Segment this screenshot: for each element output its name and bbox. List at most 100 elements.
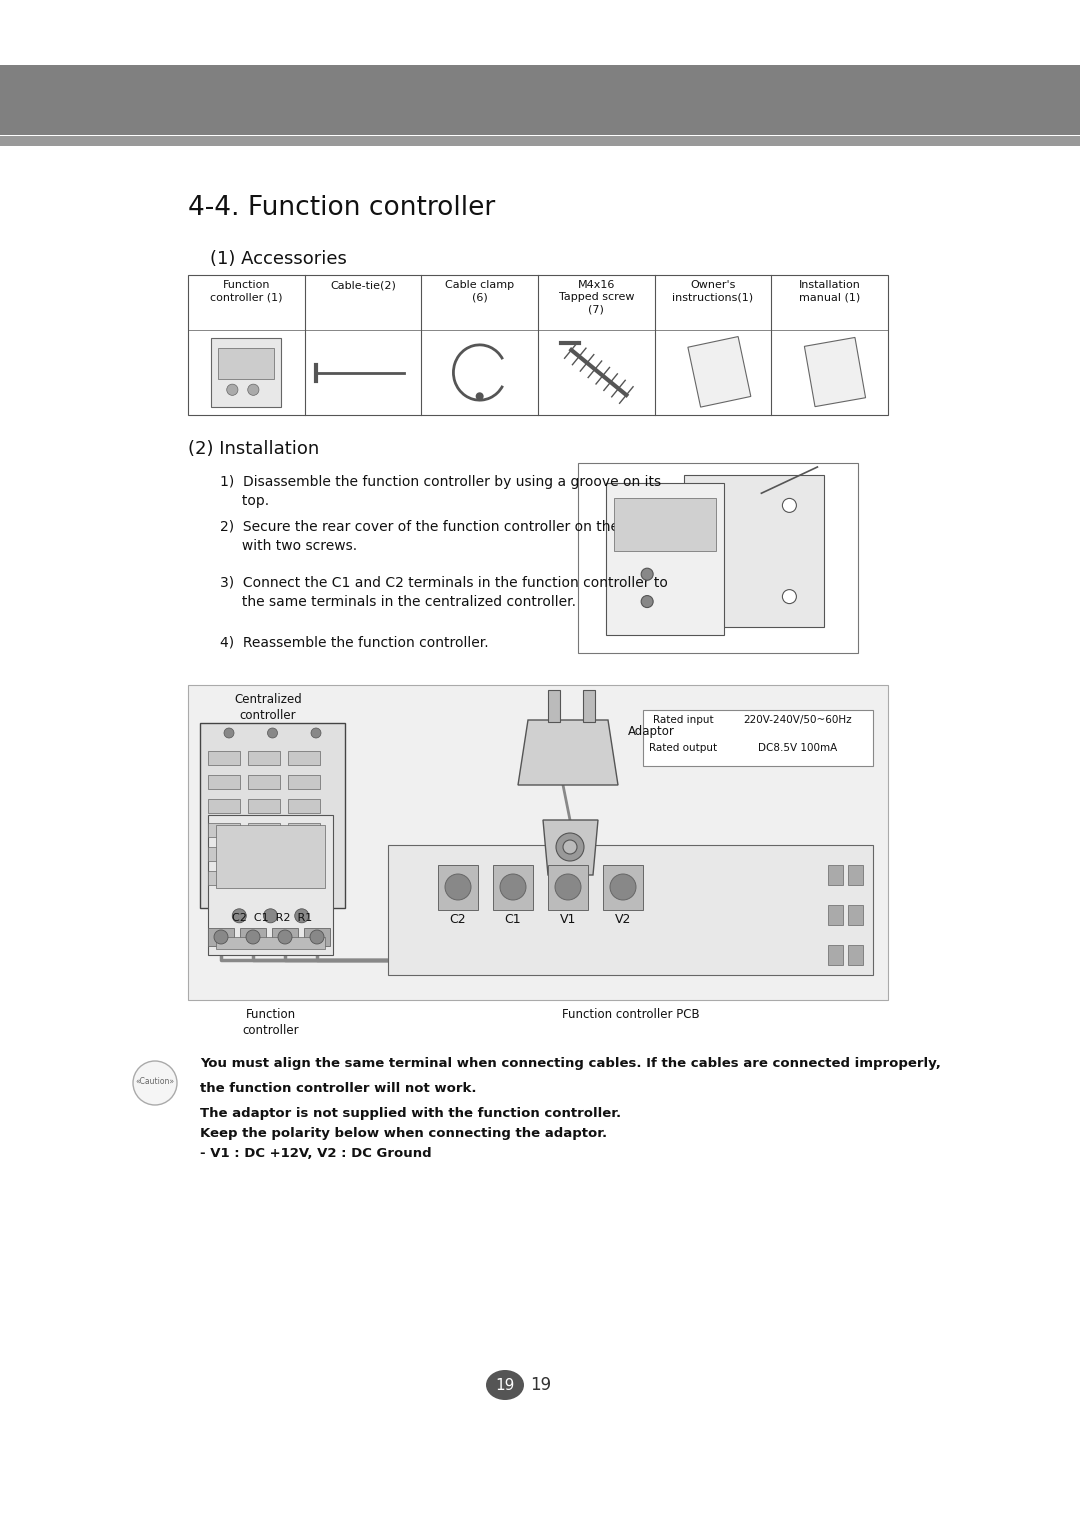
Bar — [548, 865, 588, 911]
Text: M4x16
Tapped screw
(7): M4x16 Tapped screw (7) — [558, 280, 634, 315]
Circle shape — [246, 931, 260, 944]
Circle shape — [224, 727, 234, 738]
Bar — [848, 865, 863, 885]
Bar — [208, 775, 240, 788]
Circle shape — [295, 909, 309, 923]
Bar — [603, 865, 643, 911]
Text: 1)  Disassemble the function controller by using a groove on its
     top.: 1) Disassemble the function controller b… — [220, 475, 661, 509]
Text: Rated output: Rated output — [649, 743, 717, 753]
Text: Function
controller (1): Function controller (1) — [211, 280, 283, 303]
Bar — [248, 824, 280, 837]
Polygon shape — [543, 821, 598, 876]
Circle shape — [214, 931, 228, 944]
Text: The adaptor is not supplied with the function controller.: The adaptor is not supplied with the fun… — [200, 1106, 621, 1120]
Bar — [288, 847, 320, 860]
Circle shape — [227, 384, 238, 396]
Circle shape — [310, 931, 324, 944]
Text: You must align the same terminal when connecting cables. If the cables are conne: You must align the same terminal when co… — [200, 1057, 941, 1070]
Bar — [438, 865, 478, 911]
Bar — [240, 927, 266, 946]
Text: C2  C1  R2  R1: C2 C1 R2 R1 — [232, 914, 312, 923]
Bar — [248, 799, 280, 813]
Bar — [208, 750, 240, 766]
Circle shape — [278, 931, 292, 944]
Circle shape — [475, 393, 484, 400]
Circle shape — [556, 833, 584, 860]
Bar — [248, 847, 280, 860]
Bar — [208, 847, 240, 860]
Bar — [208, 871, 240, 885]
Bar — [208, 927, 234, 946]
Bar — [492, 865, 534, 911]
Bar — [848, 944, 863, 966]
Bar — [188, 275, 888, 416]
Bar — [615, 498, 716, 552]
Circle shape — [782, 590, 796, 604]
Circle shape — [642, 568, 653, 581]
Bar — [0, 66, 1080, 134]
Text: «Caution»: «Caution» — [135, 1077, 175, 1086]
Bar — [212, 338, 281, 406]
Circle shape — [311, 727, 321, 738]
Text: 3)  Connect the C1 and C2 terminals in the function controller to
     the same : 3) Connect the C1 and C2 terminals in th… — [220, 575, 667, 608]
Circle shape — [264, 909, 278, 923]
Text: V2: V2 — [615, 914, 631, 926]
Circle shape — [133, 1060, 177, 1105]
Text: Rated input: Rated input — [652, 715, 713, 724]
Bar — [208, 824, 240, 837]
Bar — [200, 723, 345, 908]
Bar — [388, 845, 873, 975]
Text: 2)  Secure the rear cover of the function controller on the wall
     with two s: 2) Secure the rear cover of the function… — [220, 520, 651, 553]
Bar — [828, 865, 843, 885]
Bar — [828, 944, 843, 966]
Text: 4-4. Function controller: 4-4. Function controller — [188, 196, 496, 222]
Bar — [288, 824, 320, 837]
Text: (1) Accessories: (1) Accessories — [210, 251, 347, 267]
Text: Function controller PCB: Function controller PCB — [562, 1008, 700, 1021]
Bar — [218, 348, 274, 379]
Circle shape — [232, 909, 246, 923]
Text: Adaptor: Adaptor — [627, 724, 675, 738]
Text: the function controller will not work.: the function controller will not work. — [200, 1082, 476, 1096]
Text: (2) Installation: (2) Installation — [188, 440, 320, 458]
Text: DC8.5V 100mA: DC8.5V 100mA — [758, 743, 838, 753]
Bar — [288, 871, 320, 885]
Text: Centralized
controller: Centralized controller — [234, 694, 302, 723]
Text: Owner's
instructions(1): Owner's instructions(1) — [673, 280, 754, 303]
Bar — [828, 905, 843, 924]
Bar — [583, 691, 595, 723]
Text: Cable-tie(2): Cable-tie(2) — [330, 280, 396, 290]
Text: 220V-240V/50~60Hz: 220V-240V/50~60Hz — [744, 715, 852, 724]
Ellipse shape — [486, 1371, 524, 1400]
Circle shape — [268, 727, 278, 738]
Polygon shape — [805, 338, 865, 406]
Bar — [848, 905, 863, 924]
Text: 4)  Reassemble the function controller.: 4) Reassemble the function controller. — [220, 636, 488, 649]
Text: 19: 19 — [496, 1378, 515, 1392]
Text: Cable clamp
(6): Cable clamp (6) — [445, 280, 514, 303]
Bar — [248, 871, 280, 885]
Bar — [685, 475, 824, 626]
Bar — [643, 711, 873, 766]
Polygon shape — [518, 720, 618, 785]
Text: V1: V1 — [559, 914, 577, 926]
Bar — [188, 685, 888, 999]
Bar — [288, 775, 320, 788]
Text: Function
controller: Function controller — [242, 1008, 299, 1038]
Text: C2: C2 — [449, 914, 467, 926]
Circle shape — [642, 596, 653, 608]
Text: Installation
manual (1): Installation manual (1) — [799, 280, 861, 303]
Text: - V1 : DC +12V, V2 : DC Ground: - V1 : DC +12V, V2 : DC Ground — [200, 1148, 432, 1160]
Text: 19: 19 — [530, 1377, 551, 1394]
Circle shape — [445, 874, 471, 900]
Bar — [216, 937, 325, 949]
Bar — [303, 927, 330, 946]
Circle shape — [610, 874, 636, 900]
Bar — [606, 483, 724, 636]
Bar — [288, 799, 320, 813]
Bar — [208, 814, 333, 955]
Bar — [548, 691, 561, 723]
Bar — [208, 799, 240, 813]
Bar — [578, 463, 858, 652]
Text: Keep the polarity below when connecting the adaptor.: Keep the polarity below when connecting … — [200, 1128, 607, 1140]
